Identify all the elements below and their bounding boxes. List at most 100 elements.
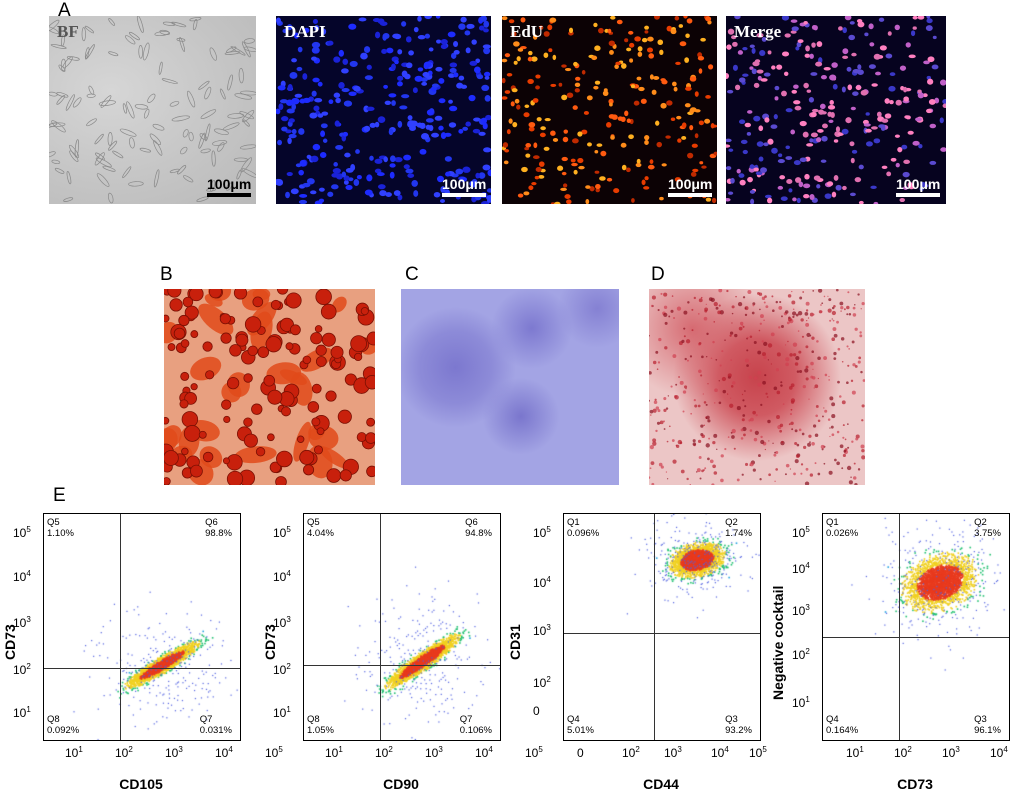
alcian-blue-stain-image — [401, 289, 619, 485]
micrograph-edu: EdU 100μm — [502, 16, 717, 204]
tick-base: 10 — [711, 746, 725, 760]
quadrant-label-ul: Q5 1.10% — [47, 517, 74, 539]
tick-base: 10 — [13, 706, 27, 720]
x-axis-label: CD73 — [897, 776, 933, 792]
tick-exponent: 1 — [26, 705, 31, 714]
y-axis-label: CD73 — [2, 624, 18, 660]
y-tick-label: 103 — [792, 603, 810, 618]
quadrant-name: Q3 — [725, 714, 738, 725]
x-tick-label: 104 — [475, 745, 493, 760]
x-axis-label: CD105 — [119, 776, 163, 792]
scale-bar-label: 100μm — [442, 176, 487, 192]
quadrant-label-ll: Q8 0.092% — [47, 714, 79, 736]
facs-plot-area: Q1 0.096% Q2 1.74% Q4 5.01% Q3 93.2% — [563, 513, 761, 741]
tick-exponent: 2 — [907, 745, 912, 754]
y-tick-label: 102 — [273, 662, 291, 677]
micrograph-label: EdU — [510, 22, 544, 41]
quadrant-name: Q7 — [199, 714, 213, 725]
quadrant-name: Q3 — [974, 714, 987, 725]
tick-exponent: 1 — [859, 745, 864, 754]
gate-line-vertical — [120, 514, 121, 740]
quadrant-name: Q6 — [205, 517, 218, 528]
facs-plot-area: Q5 1.10% Q6 98.8% Q8 0.092% Q7 0.031% — [43, 513, 241, 741]
quadrant-label-lr: Q7 0.106% — [460, 714, 492, 736]
tick-exponent: 2 — [805, 647, 810, 656]
quadrant-name: Q5 — [307, 517, 320, 528]
micrograph-dapi: DAPI 100μm — [276, 16, 491, 204]
tick-base: 10 — [792, 604, 806, 618]
quadrant-label-lr: Q3 96.1% — [974, 714, 1001, 736]
tick-exponent: 4 — [546, 575, 551, 584]
facs-scatter-dots — [44, 514, 240, 740]
gate-line-vertical — [654, 514, 655, 740]
y-tick-label: 102 — [13, 662, 31, 677]
tick-exponent: 1 — [286, 705, 291, 714]
tick-base: 0 — [533, 704, 540, 718]
x-tick-label: 102 — [375, 745, 393, 760]
tick-exponent: 2 — [388, 745, 393, 754]
tick-base: 10 — [792, 648, 806, 662]
tick-base: 10 — [273, 706, 287, 720]
mineral-deposits — [649, 289, 865, 485]
quadrant-percent: 98.8% — [205, 528, 232, 539]
x-tick-label: 101 — [846, 745, 864, 760]
tick-exponent: 4 — [488, 745, 493, 754]
y-tick-label: 105 — [792, 525, 810, 540]
tick-exponent: 2 — [546, 675, 551, 684]
tick-base: 10 — [273, 526, 287, 540]
quadrant-name: Q2 — [974, 517, 987, 528]
quadrant-percent: 5.01% — [567, 725, 594, 736]
gate-line-vertical — [899, 514, 900, 740]
x-tick-label: 105 — [525, 745, 543, 760]
tick-base: 10 — [533, 624, 547, 638]
y-tick-label: 104 — [273, 569, 291, 584]
panel-letter-d: D — [651, 264, 665, 285]
tick-exponent: 5 — [762, 745, 767, 754]
tick-exponent: 3 — [805, 603, 810, 612]
quadrant-percent: 93.2% — [725, 725, 752, 736]
quadrant-percent: 1.74% — [725, 528, 752, 539]
quadrant-name: Q5 — [47, 517, 60, 528]
x-tick-label: 102 — [894, 745, 912, 760]
tick-base: 10 — [942, 746, 956, 760]
facs-plot-area: Q5 4.04% Q6 94.8% Q8 1.05% Q7 0.106% — [303, 513, 501, 741]
tick-base: 10 — [664, 746, 678, 760]
x-tick-label: 105 — [749, 745, 767, 760]
quadrant-percent: 0.096% — [567, 528, 600, 539]
tick-base: 10 — [792, 562, 806, 576]
tick-base: 10 — [533, 576, 547, 590]
quadrant-name: Q1 — [567, 517, 580, 528]
quadrant-label-ul: Q5 4.04% — [307, 517, 334, 539]
tick-exponent: 2 — [26, 662, 31, 671]
tick-exponent: 1 — [78, 745, 83, 754]
y-tick-label: 105 — [13, 525, 31, 540]
quadrant-label-lr: Q7 0.031% — [200, 714, 232, 736]
micrograph-label: DAPI — [284, 22, 326, 41]
tick-base: 10 — [425, 746, 439, 760]
x-tick-label: 104 — [215, 745, 233, 760]
x-axis-label: CD44 — [643, 776, 679, 792]
y-tick-label: 105 — [273, 525, 291, 540]
quadrant-label-ur: Q2 3.75% — [974, 517, 1001, 539]
tick-exponent: 3 — [677, 745, 682, 754]
tick-exponent: 5 — [805, 525, 810, 534]
lipid-droplets — [164, 289, 375, 485]
gate-line-vertical — [380, 514, 381, 740]
scale-bar: 100μm — [442, 176, 486, 197]
gate-line-horizontal — [44, 668, 240, 669]
tick-base: 10 — [375, 746, 389, 760]
quadrant-label-ur: Q6 98.8% — [205, 517, 232, 539]
panel-letter-c: C — [405, 264, 419, 285]
x-tick-label: 102 — [115, 745, 133, 760]
quadrant-percent: 0.164% — [826, 725, 859, 736]
bf-cells — [49, 16, 256, 204]
scale-bar: 100μm — [207, 176, 251, 197]
tick-exponent: 5 — [546, 525, 551, 534]
quadrant-name: Q4 — [567, 714, 580, 725]
scale-bar: 100μm — [668, 176, 712, 197]
tick-exponent: 4 — [26, 569, 31, 578]
tick-base: 10 — [533, 676, 547, 690]
tick-exponent: 4 — [805, 561, 810, 570]
y-tick-label: 104 — [792, 561, 810, 576]
tick-exponent: 2 — [128, 745, 133, 754]
